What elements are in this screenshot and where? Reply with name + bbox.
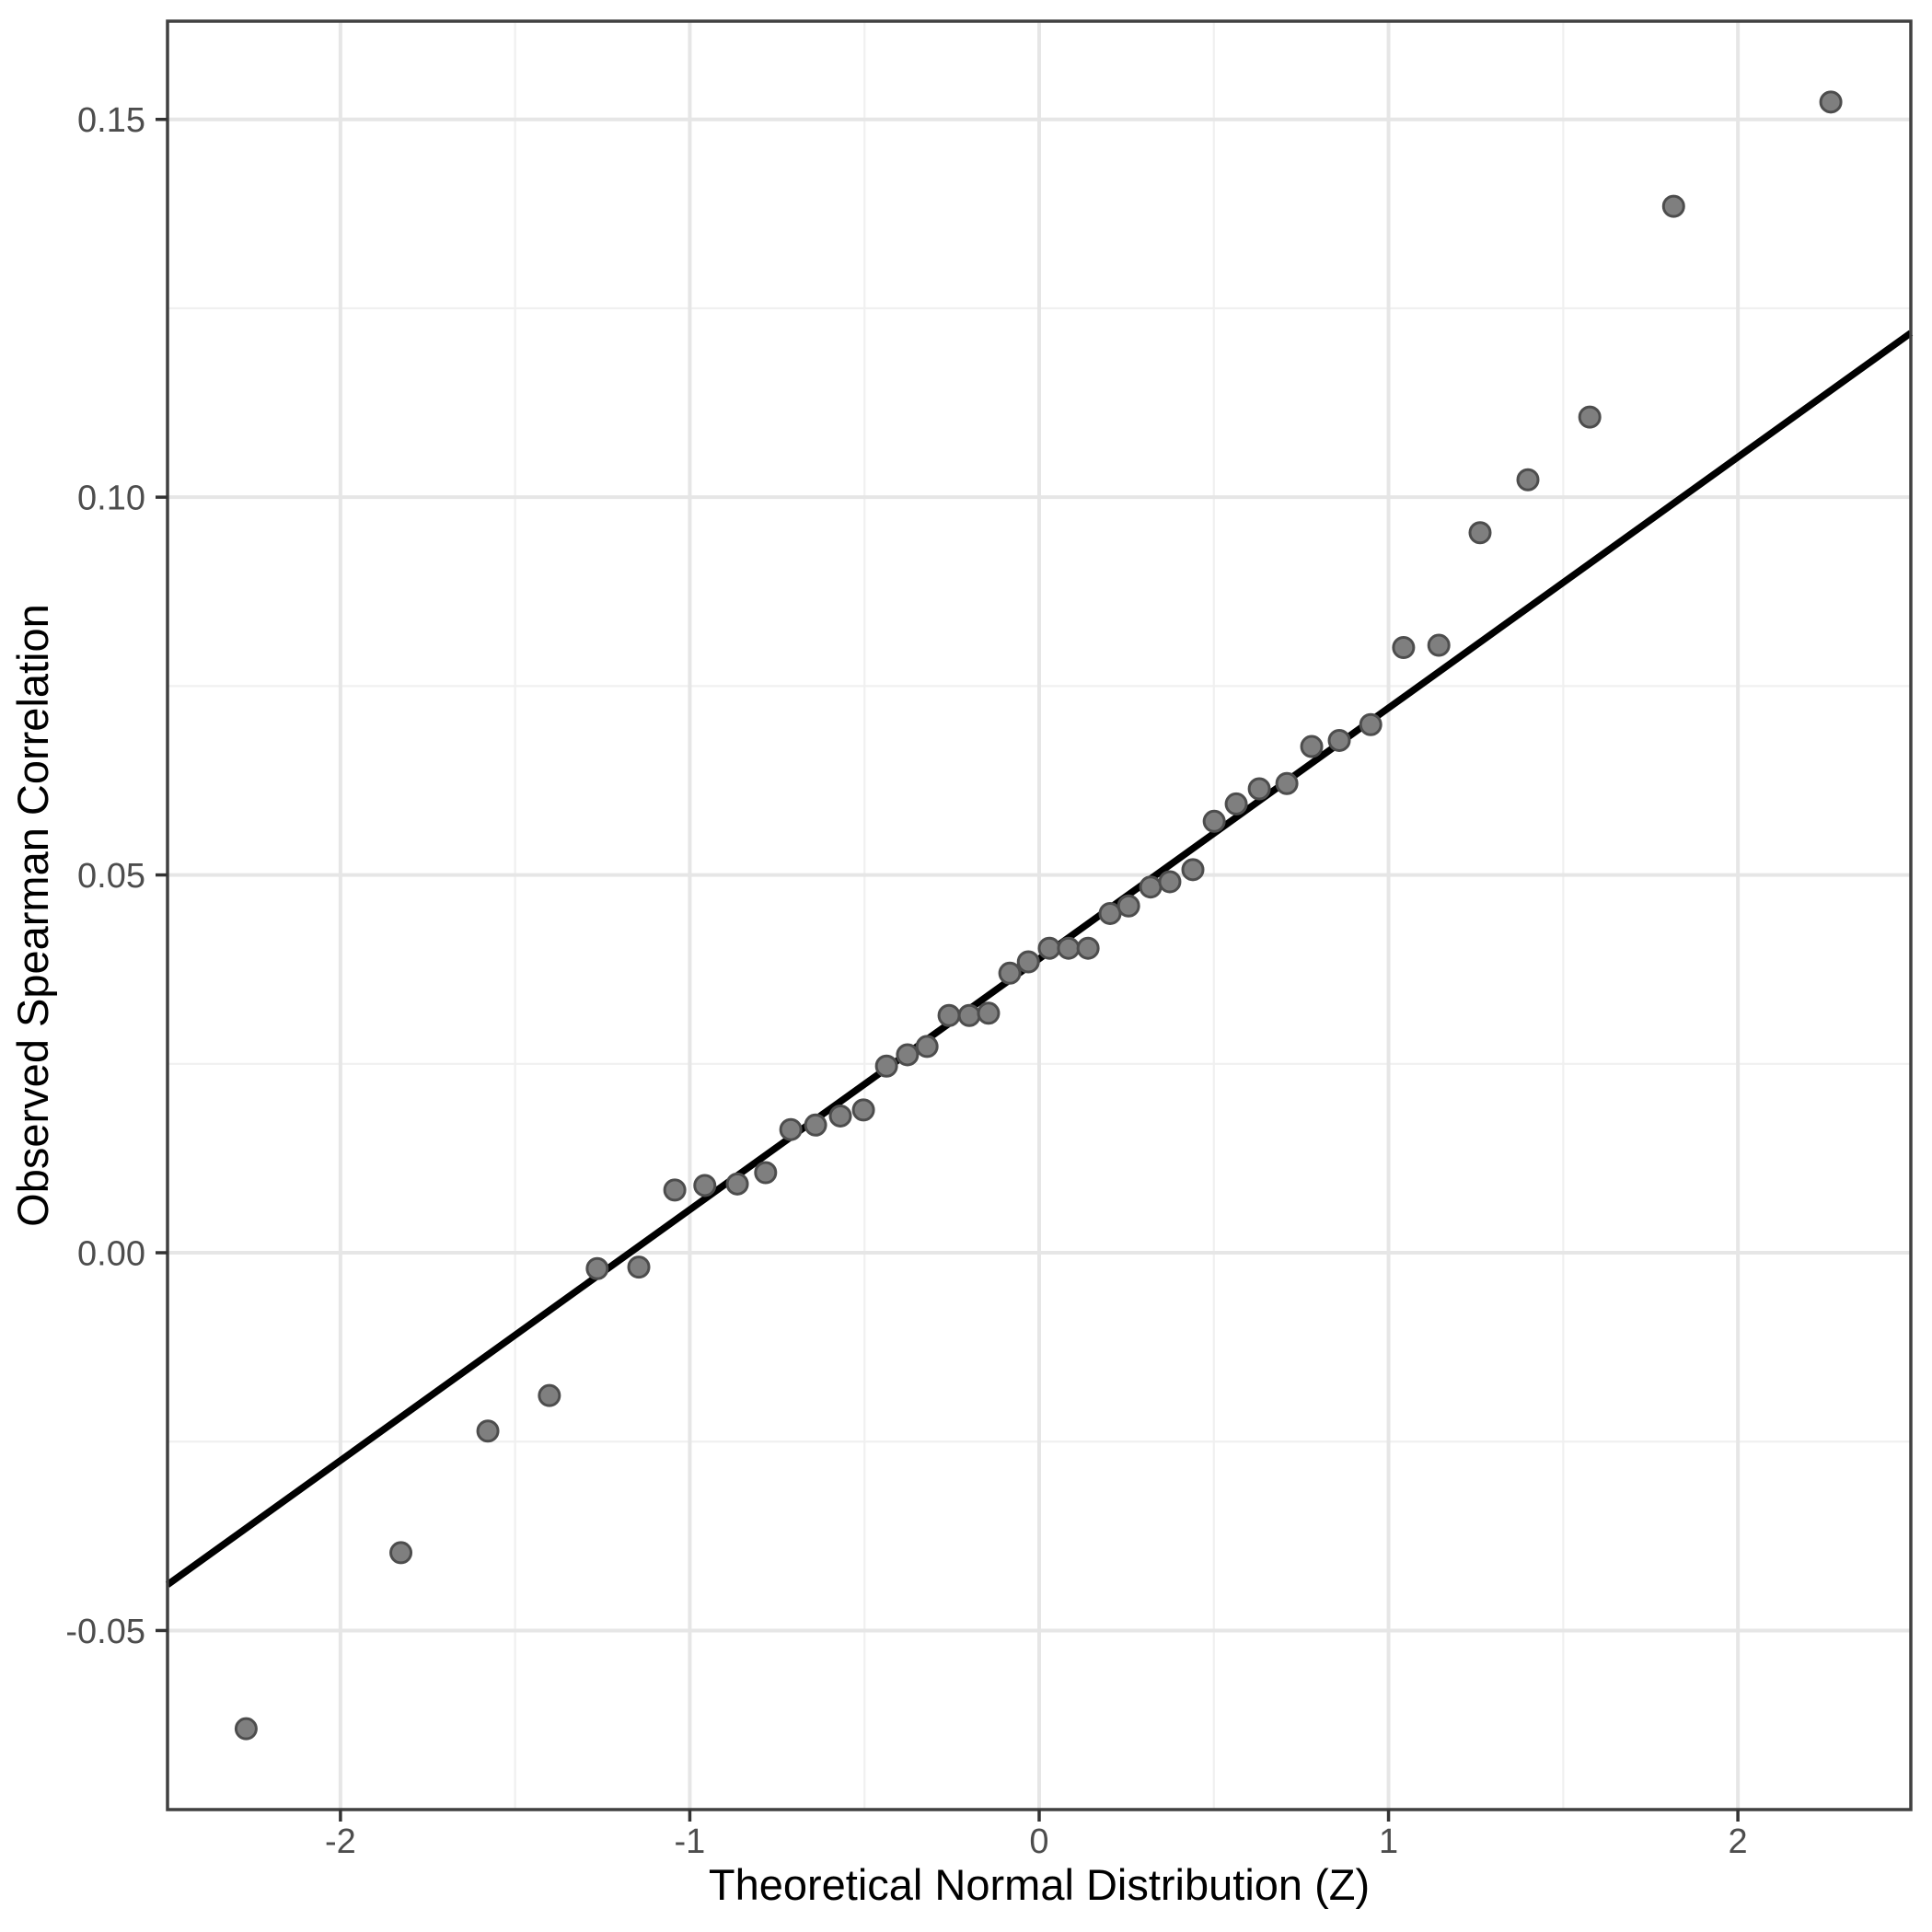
- data-point: [1468, 521, 1492, 545]
- y-axis-ticks: [156, 117, 168, 1633]
- data-point: [851, 1098, 875, 1122]
- data-point: [1158, 870, 1182, 894]
- data-point: [389, 1541, 413, 1565]
- data-point: [1392, 636, 1416, 660]
- x-tick-label: 0: [1029, 1822, 1048, 1861]
- data-point: [937, 1003, 961, 1027]
- y-tick-label: -0.05: [65, 1613, 145, 1651]
- data-point: [804, 1113, 827, 1137]
- data-point: [779, 1117, 803, 1141]
- data-point: [915, 1035, 939, 1059]
- data-point: [538, 1383, 561, 1407]
- y-tick-label: 0.05: [77, 857, 145, 896]
- data-point: [1327, 728, 1351, 752]
- data-point: [693, 1174, 717, 1197]
- data-point: [1139, 875, 1163, 899]
- data-point: [977, 1001, 1001, 1025]
- data-point: [1247, 777, 1271, 801]
- x-tick-label: 1: [1379, 1822, 1398, 1861]
- x-axis-title: Theoretical Normal Distribution (Z): [709, 1860, 1370, 1909]
- data-point: [1359, 712, 1382, 736]
- data-point: [1300, 735, 1324, 758]
- data-point: [585, 1256, 609, 1280]
- data-point: [1516, 468, 1540, 492]
- data-point: [663, 1178, 687, 1202]
- data-point: [957, 1003, 981, 1027]
- data-point: [1275, 771, 1299, 795]
- data-point: [1202, 809, 1226, 833]
- data-point: [1661, 194, 1685, 218]
- data-point: [1578, 405, 1602, 429]
- data-point: [1181, 858, 1205, 882]
- data-point: [1224, 792, 1248, 816]
- data-point: [754, 1161, 778, 1185]
- x-axis-tick-labels: -2 -1 0 1 2: [325, 1822, 1748, 1861]
- data-point: [234, 1717, 258, 1741]
- data-point: [627, 1255, 651, 1279]
- y-axis-tick-labels: 0.15 0.10 0.05 0.00 -0.05: [65, 101, 145, 1651]
- x-axis-ticks: [339, 1810, 1740, 1822]
- y-tick-label: 0.00: [77, 1234, 145, 1273]
- major-gridlines: [168, 21, 1911, 1810]
- data-point: [1057, 936, 1081, 960]
- data-point: [998, 961, 1022, 985]
- data-point: [896, 1043, 920, 1067]
- y-tick-label: 0.10: [77, 479, 145, 517]
- data-point: [1116, 894, 1140, 918]
- data-point: [1427, 633, 1451, 657]
- data-point: [828, 1104, 852, 1128]
- x-tick-label: -2: [325, 1822, 356, 1861]
- data-point: [1016, 950, 1040, 974]
- x-tick-label: -1: [675, 1822, 706, 1861]
- data-point: [476, 1419, 500, 1443]
- x-tick-label: 2: [1729, 1822, 1748, 1861]
- data-point: [1076, 936, 1100, 960]
- data-point: [725, 1172, 749, 1196]
- y-axis-title: Observed Spearman Correlation: [8, 604, 57, 1227]
- data-point: [1819, 90, 1843, 114]
- data-point: [1037, 936, 1061, 960]
- data-point: [874, 1054, 898, 1078]
- data-points: [234, 90, 1843, 1741]
- y-tick-label: 0.15: [77, 101, 145, 140]
